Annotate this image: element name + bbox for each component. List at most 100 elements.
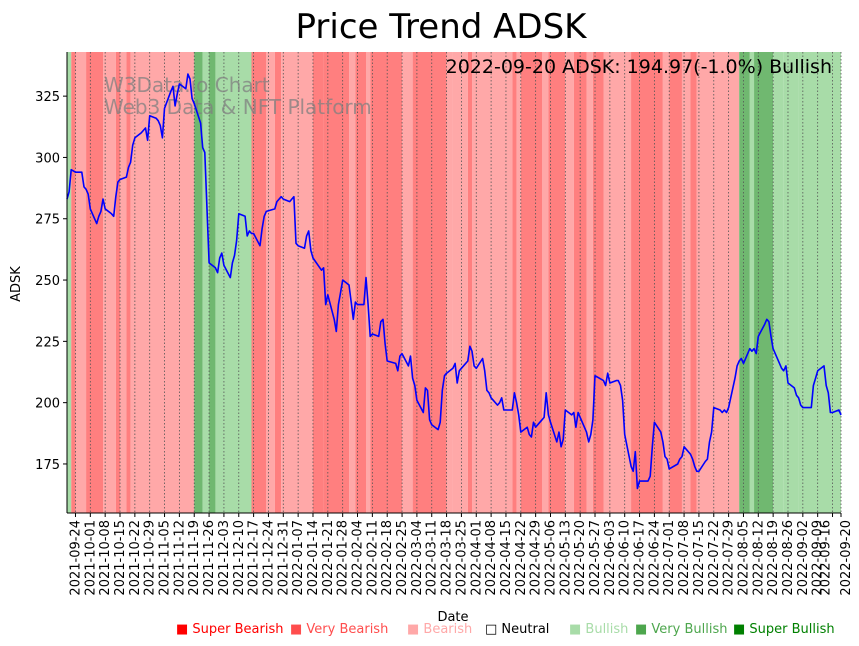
x-tick-label: 2022-03-11 [425, 520, 440, 596]
legend-item: □ Neutral [485, 622, 549, 637]
band-very-bearish [370, 52, 403, 513]
x-tick-label: 2021-11-12 [172, 520, 187, 596]
band-very-bullish [739, 52, 750, 513]
legend-item: ■ Bearish [407, 622, 472, 637]
y-tick-label: 325 [35, 90, 60, 105]
x-tick-label: 2022-02-11 [365, 520, 380, 596]
band-very-bearish [115, 52, 121, 513]
band-very-bullish [209, 52, 216, 513]
y-tick-label: 300 [35, 151, 60, 166]
band-bearish [365, 52, 371, 513]
x-tick-label: 2022-05-27 [588, 520, 603, 596]
band-bearish [130, 52, 195, 513]
band-very-bullish [194, 52, 203, 513]
y-tick-label: 200 [35, 397, 60, 412]
x-tick-label: 2021-12-10 [232, 520, 247, 596]
band-very-bearish [592, 52, 604, 513]
x-tick-label: 2022-04-08 [484, 520, 499, 596]
band-bearish [681, 52, 691, 513]
band-bullish [798, 52, 841, 513]
x-tick-label: 2021-10-29 [143, 520, 158, 596]
x-tick-label: 2022-07-22 [707, 520, 722, 596]
x-tick-label: 2021-12-31 [276, 520, 291, 596]
y-ticks: 175 200 225 250 275 300 325 [35, 90, 67, 473]
x-tick-label: 2022-08-05 [736, 520, 751, 596]
band-very-bearish [312, 52, 324, 513]
band-very-bearish [573, 52, 587, 513]
band-bearish [586, 52, 593, 513]
x-tick-label: 2022-01-14 [306, 520, 321, 596]
x-tick-label: 2022-03-04 [410, 520, 425, 596]
x-tick-label: 2021-12-03 [217, 520, 232, 596]
band-bullish [749, 52, 755, 513]
x-tick-label: 2022-04-22 [514, 520, 529, 596]
legend-item: ■ Very Bullish [635, 622, 727, 637]
price-line-group [66, 73, 842, 490]
x-axis-label: Date [437, 610, 468, 625]
x-tick-label: 2022-01-21 [321, 520, 336, 596]
sentiment-bands [67, 52, 841, 513]
x-tick-label: 2022-05-13 [558, 520, 573, 596]
x-ticks: 2021-09-24 2021-10-01 2021-10-08 2021-10-15… [68, 513, 854, 596]
band-bearish [402, 52, 413, 513]
y-tick-label: 175 [35, 458, 60, 473]
band-very-bearish [274, 52, 282, 513]
x-tick-label: 2021-10-08 [98, 520, 113, 596]
x-tick-label: 2022-04-01 [469, 520, 484, 596]
x-tick-label: 2021-10-01 [83, 520, 98, 596]
x-tick-label: 2022-04-15 [499, 520, 514, 596]
band-very-bearish [548, 52, 566, 513]
x-tick-label: 2021-12-17 [247, 520, 262, 596]
y-tick-label: 250 [35, 274, 60, 289]
x-tick-label: 2022-05-20 [573, 520, 588, 596]
band-very-bearish [412, 52, 447, 513]
band-very-bearish [467, 52, 473, 513]
watermark: W3Data.io Chart Web3 Data & NFT Platform [104, 73, 372, 119]
band-very-bullish [754, 52, 774, 513]
x-tick-label: 2022-03-25 [454, 520, 469, 596]
band-bearish [446, 52, 453, 513]
x-tick-label: 2021-09-24 [68, 520, 83, 596]
x-tick-label: 2022-02-04 [351, 520, 366, 596]
x-tick-label: 2022-05-06 [543, 520, 558, 596]
band-bearish [349, 52, 356, 513]
x-tick-label: 2022-07-15 [692, 520, 707, 596]
x-tick-label: 2022-08-12 [751, 520, 766, 596]
x-tick-label: 2021-10-15 [113, 520, 128, 596]
legend-label: □ Neutral [485, 622, 549, 637]
band-bearish [120, 52, 127, 513]
x-tick-label: 2022-09-16 [819, 520, 834, 596]
legend: ■ Super Bearish ■ Very Bearish ■ Bearish □ … [176, 622, 835, 637]
y-tick-label: 275 [35, 213, 60, 228]
x-tick-label: 2022-04-29 [529, 520, 544, 596]
x-tick-label: 2021-10-22 [128, 520, 143, 596]
x-tick-label: 2022-08-19 [766, 520, 781, 596]
x-tick-label: 2022-06-17 [633, 520, 648, 596]
legend-item: ■ Super Bearish [176, 622, 284, 637]
band-bullish [773, 52, 784, 513]
price-line [66, 73, 842, 490]
band-bearish [266, 52, 275, 513]
band-bearish [542, 52, 549, 513]
band-bullish [202, 52, 210, 513]
y-axis-label: ADSK [9, 266, 24, 302]
x-tick-label: 2022-01-28 [336, 520, 351, 596]
legend-label: ■ Super Bearish [176, 622, 284, 637]
band-very-bearish [669, 52, 682, 513]
x-tick-label: 2021-11-05 [158, 520, 173, 596]
x-tick-label: 2022-06-03 [603, 520, 618, 596]
x-tick-label: 2022-02-18 [380, 520, 395, 596]
x-tick-label: 2021-11-19 [187, 520, 202, 596]
band-bearish [452, 52, 468, 513]
legend-item: ■ Super Bullish [733, 622, 835, 637]
chart-title: Price Trend ADSK [296, 7, 589, 47]
band-very-bearish [355, 52, 366, 513]
legend-label: ■ Super Bullish [733, 622, 835, 637]
x-tick-label: 2022-01-07 [291, 520, 306, 596]
x-tick-label: 2022-02-25 [395, 520, 410, 596]
legend-label: ■ Very Bullish [635, 622, 727, 637]
x-tick-label: 2022-09-09 [811, 520, 826, 596]
x-tick-label: 2022-09-20 [839, 520, 854, 596]
band-bearish [603, 52, 632, 513]
